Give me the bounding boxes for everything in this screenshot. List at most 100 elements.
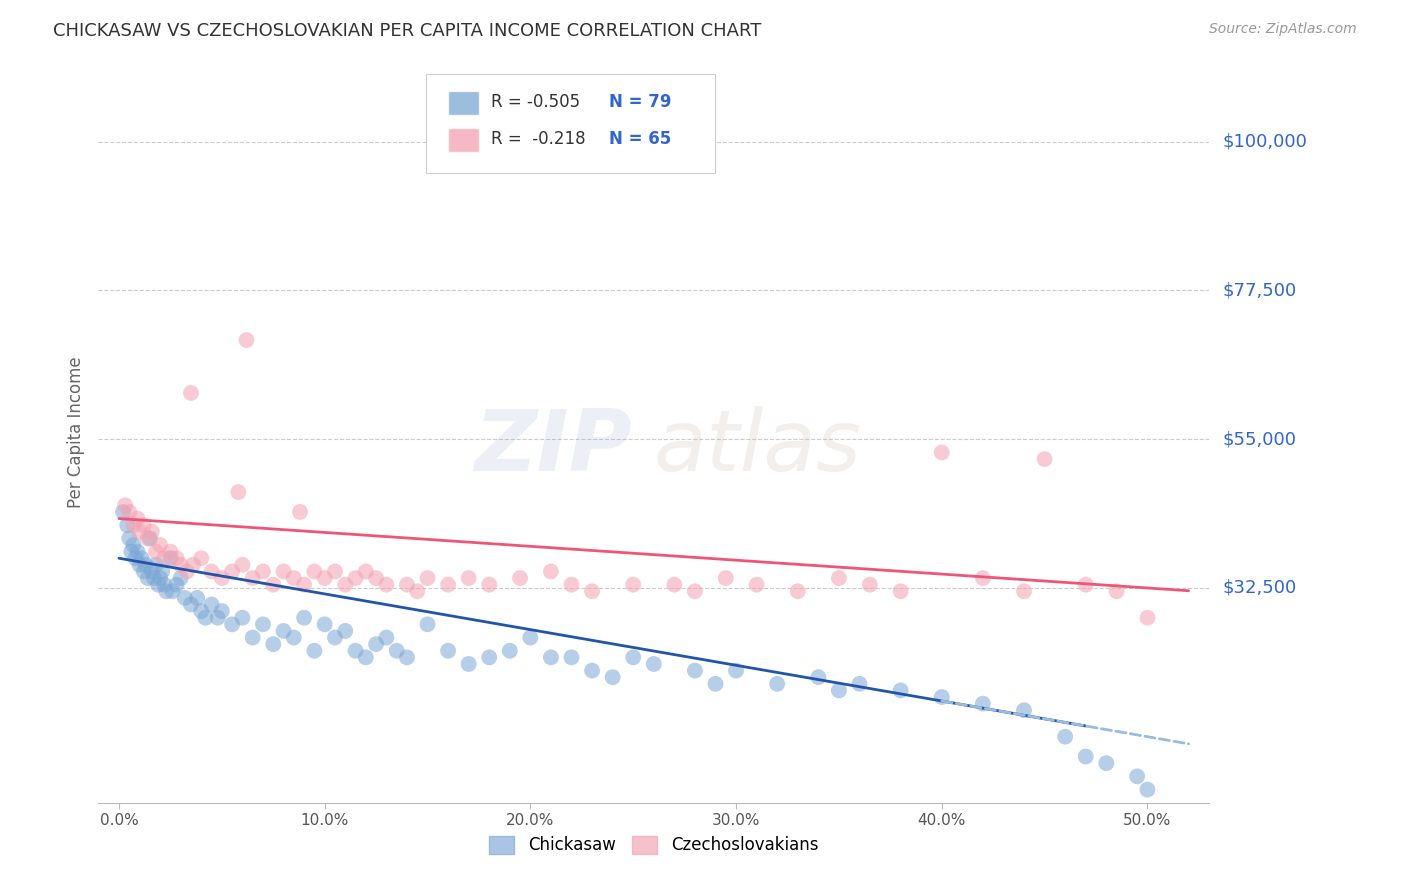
Point: [120, 544, 142, 558]
Point: [725, 664, 748, 678]
Point: [364, 571, 387, 585]
Point: [314, 571, 336, 585]
Point: [437, 577, 460, 591]
Point: [190, 604, 212, 618]
Point: [643, 657, 665, 671]
Text: N = 79: N = 79: [609, 93, 672, 111]
Point: [200, 565, 222, 579]
FancyBboxPatch shape: [426, 73, 714, 173]
Point: [170, 571, 193, 585]
Point: [766, 677, 789, 691]
Point: [136, 532, 159, 546]
Text: R =  -0.218: R = -0.218: [491, 129, 585, 148]
Point: [262, 637, 284, 651]
Point: [540, 650, 562, 665]
Point: [155, 584, 177, 599]
Point: [135, 558, 157, 572]
Point: [395, 650, 418, 665]
Point: [200, 598, 222, 612]
Point: [395, 577, 418, 591]
Point: [323, 565, 346, 579]
Point: [478, 650, 501, 665]
Point: [252, 617, 274, 632]
Point: [173, 591, 195, 605]
Point: [323, 631, 346, 645]
Point: [143, 571, 166, 585]
Point: [664, 577, 686, 591]
Point: [560, 650, 582, 665]
Point: [149, 538, 172, 552]
Point: [141, 565, 163, 579]
Point: [186, 591, 208, 605]
Point: [890, 683, 912, 698]
Point: [828, 683, 851, 698]
Point: [704, 677, 727, 691]
Text: $77,500: $77,500: [1222, 282, 1296, 300]
Legend: Chickasaw, Czechoslovakians: Chickasaw, Czechoslovakians: [482, 829, 825, 861]
Point: [115, 518, 138, 533]
Point: [112, 505, 135, 519]
Point: [283, 631, 305, 645]
Point: [304, 644, 326, 658]
Point: [1074, 577, 1097, 591]
Point: [859, 577, 882, 591]
Point: [180, 386, 202, 401]
Point: [540, 565, 562, 579]
Point: [1012, 584, 1035, 599]
Point: [581, 584, 603, 599]
Text: Source: ZipAtlas.com: Source: ZipAtlas.com: [1209, 22, 1357, 37]
Point: [190, 551, 212, 566]
Point: [194, 610, 217, 624]
Point: [621, 650, 644, 665]
Y-axis label: Per Capita Income: Per Capita Income: [66, 357, 84, 508]
Point: [519, 631, 541, 645]
Point: [683, 584, 706, 599]
Point: [621, 577, 644, 591]
Point: [375, 577, 398, 591]
Point: [153, 577, 176, 591]
Point: [745, 577, 768, 591]
Point: [364, 637, 387, 651]
Point: [180, 598, 202, 612]
Point: [162, 584, 184, 599]
Text: R = -0.505: R = -0.505: [491, 93, 579, 111]
Point: [416, 571, 439, 585]
Text: N = 65: N = 65: [609, 129, 672, 148]
Point: [211, 571, 233, 585]
FancyBboxPatch shape: [449, 91, 479, 115]
Point: [242, 631, 264, 645]
Point: [118, 532, 141, 546]
Point: [252, 565, 274, 579]
Point: [114, 499, 136, 513]
Point: [128, 524, 150, 539]
Point: [1126, 769, 1149, 783]
Point: [118, 505, 141, 519]
Point: [150, 565, 173, 579]
Point: [335, 577, 357, 591]
Text: atlas: atlas: [654, 406, 862, 489]
Point: [602, 670, 624, 684]
Point: [292, 577, 315, 591]
Point: [1012, 703, 1035, 717]
Point: [972, 571, 994, 585]
Point: [457, 657, 479, 671]
Point: [127, 544, 149, 558]
Point: [509, 571, 531, 585]
Point: [288, 505, 311, 519]
Point: [132, 565, 155, 579]
Point: [170, 558, 193, 572]
Point: [714, 571, 737, 585]
Text: $32,500: $32,500: [1222, 579, 1296, 597]
Point: [124, 551, 146, 566]
Point: [159, 551, 181, 566]
Point: [848, 677, 870, 691]
Point: [457, 571, 479, 585]
Point: [314, 617, 336, 632]
Point: [122, 538, 145, 552]
Point: [132, 518, 155, 533]
Point: [131, 551, 153, 566]
Point: [344, 644, 367, 658]
Point: [335, 624, 357, 638]
Point: [122, 518, 145, 533]
Point: [159, 544, 181, 558]
